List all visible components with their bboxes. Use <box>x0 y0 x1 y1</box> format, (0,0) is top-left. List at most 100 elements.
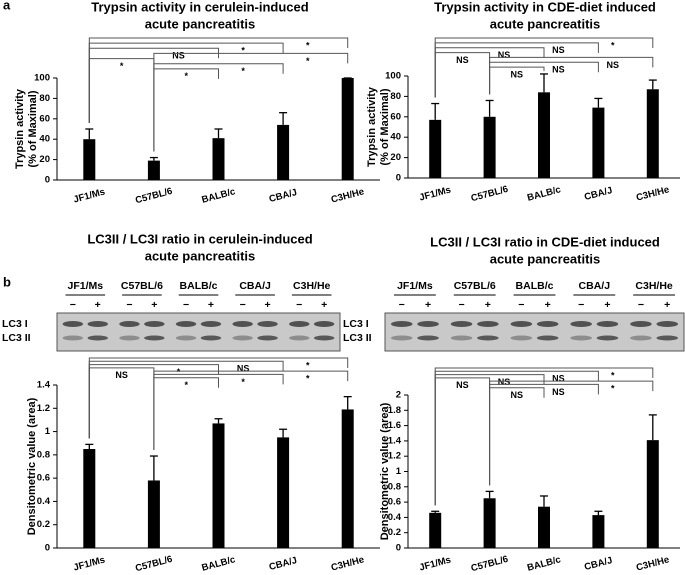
y-tick-label: 20 <box>390 152 401 163</box>
bar <box>646 440 659 548</box>
blot-band <box>536 321 559 327</box>
blot-band <box>200 321 222 327</box>
bar <box>83 139 96 180</box>
blot-band <box>144 321 165 327</box>
y-axis-label: Trypsin activity <box>14 88 26 169</box>
blot-band <box>390 321 413 327</box>
band-label: LC3 II <box>343 332 372 344</box>
y-tick-label: 1 <box>45 426 51 437</box>
sign-label: + <box>604 299 610 311</box>
blot-band <box>62 321 84 327</box>
bar <box>429 119 442 178</box>
band-label: LC3 I <box>343 318 369 330</box>
y-tick-label: 0.6 <box>388 497 401 508</box>
blot-band <box>119 335 140 341</box>
significance-label: * <box>306 360 310 370</box>
y-axis-label: (% of Maximal) <box>27 90 39 167</box>
band-label: LC3 II <box>2 332 31 344</box>
x-tick-label: JF1/Ms <box>72 187 106 206</box>
sign-label: + <box>321 299 327 311</box>
bar <box>592 107 605 178</box>
x-tick-label: C57BL/6 <box>470 184 510 204</box>
y-tick-label: 0.2 <box>37 519 50 530</box>
significance-label: * <box>241 377 245 387</box>
strain-label: BALB/c <box>180 280 218 292</box>
x-tick-label: CBA/J <box>583 555 613 573</box>
blot-band <box>477 321 499 327</box>
sign-label: − <box>638 299 644 311</box>
blot-band <box>313 321 335 327</box>
strain-label: CBA/J <box>239 280 271 292</box>
significance-label: NS <box>498 50 511 60</box>
blot-band <box>417 335 439 341</box>
significance-label: NS <box>115 370 128 380</box>
bar <box>277 124 290 180</box>
y-axis-label: Densitometric value (area) <box>26 397 38 535</box>
blot-band <box>390 335 413 341</box>
significance-label: NS <box>552 387 565 397</box>
y-axis-label: Densitometric value (area) <box>379 402 391 540</box>
blot-image <box>384 312 685 352</box>
x-tick-label: BALB/c <box>201 554 237 574</box>
significance-label: * <box>184 380 188 390</box>
blot-band <box>257 321 278 327</box>
panel-label: b <box>3 274 11 289</box>
x-tick-label: C3H/He <box>330 554 365 573</box>
significance-bracket <box>153 377 219 451</box>
y-tick-label: 1.2 <box>37 403 50 414</box>
sign-label: + <box>264 299 270 311</box>
chart-title: acute pancreatitis <box>490 16 601 31</box>
chart-title: LC3II / LC3I ratio in CDE-diet induced <box>430 234 660 249</box>
y-tick-label: 80 <box>390 91 401 102</box>
significance-label: * <box>241 66 245 76</box>
y-tick-label: 0 <box>45 175 50 186</box>
x-tick-label: C3H/He <box>635 554 670 573</box>
y-tick-label: 40 <box>39 134 50 145</box>
significance-label: * <box>306 374 310 384</box>
chart-title: acute pancreatitis <box>145 16 256 31</box>
strain-label: C3H/He <box>293 280 331 292</box>
significance-label: NS <box>237 364 250 374</box>
significance-bracket <box>153 68 219 152</box>
y-tick-label: 2 <box>396 390 401 401</box>
bar <box>341 409 354 548</box>
y-tick-label: 1.2 <box>388 451 401 462</box>
blot-band <box>656 321 679 327</box>
y-tick-label: 1.8 <box>388 405 401 416</box>
blot-band <box>175 321 197 327</box>
bar <box>646 89 659 178</box>
x-tick-label: BALB/c <box>201 186 237 206</box>
blot-band <box>175 335 197 341</box>
significance-label: NS <box>511 70 524 80</box>
blot-band <box>200 335 222 341</box>
strain-label: JF1/Ms <box>67 280 103 292</box>
y-tick-label: 0.4 <box>388 512 402 523</box>
chart-title: acute pancreatitis <box>145 248 256 263</box>
blot-band <box>656 335 679 341</box>
x-tick-label: BALB/c <box>526 554 562 574</box>
bar <box>147 480 160 548</box>
significance-label: * <box>241 46 245 56</box>
blot-band <box>450 335 473 341</box>
blot-band <box>596 335 619 341</box>
x-tick-label: C57BL/6 <box>134 186 174 206</box>
sign-label: − <box>240 299 246 311</box>
significance-label: NS <box>552 374 565 384</box>
y-tick-label: 0.2 <box>388 527 401 538</box>
significance-label: * <box>306 56 310 66</box>
x-tick-label: C3H/He <box>330 186 365 205</box>
blot-band <box>570 335 592 341</box>
bar <box>277 437 290 548</box>
significance-bracket <box>434 377 491 506</box>
y-tick-label: 0.8 <box>37 449 50 460</box>
sign-label: − <box>296 299 302 311</box>
chart-title: acute pancreatitis <box>490 251 601 266</box>
y-tick-label: 1 <box>396 466 402 477</box>
blot-band <box>87 321 108 327</box>
blot-band <box>630 321 652 327</box>
blot-band <box>450 321 473 327</box>
blot-band <box>536 335 559 341</box>
blot-band <box>510 335 533 341</box>
strain-label: CBA/J <box>579 280 611 292</box>
